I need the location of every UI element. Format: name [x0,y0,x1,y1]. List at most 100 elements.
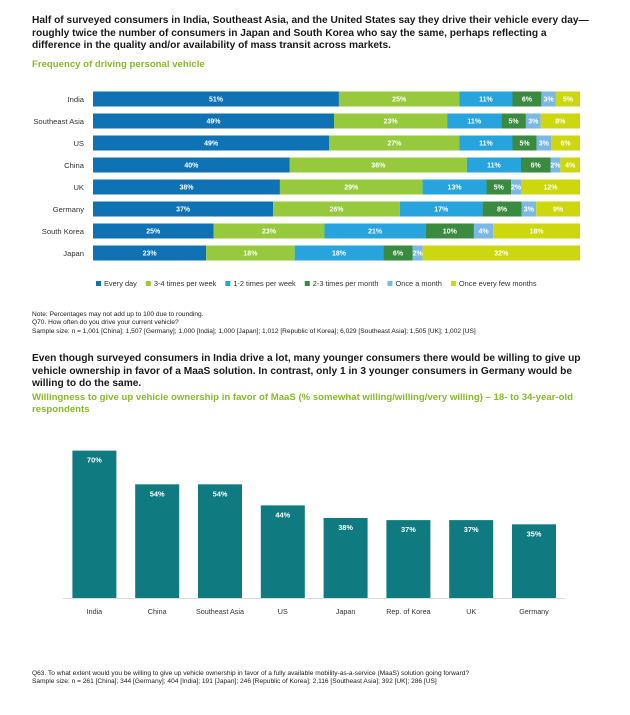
data-label: 6% [560,141,571,148]
legend-label: Once a month [395,279,441,288]
data-label: 23% [384,119,399,126]
chart2-notes: Q63. To what extent would you be willing… [32,670,612,687]
stacked-bar-segment [422,179,487,195]
stacked-bar-segment [511,179,521,195]
category-label: Germany [53,205,84,214]
data-label: 9% [553,207,564,214]
stacked-bar-segment [93,179,280,195]
data-label: 4% [479,229,490,236]
data-label: 11% [479,141,493,148]
stacked-bar-segment [93,245,207,261]
data-label: 25% [146,229,161,236]
data-label: 51% [209,97,224,104]
data-label: 54% [150,489,165,498]
data-label: 37% [176,207,191,214]
data-label: 13% [448,185,463,192]
category-label: China [148,607,167,616]
stacked-bar-segment [520,179,580,195]
data-label: 49% [207,119,222,126]
category-label: India [68,95,85,104]
stacked-bar-segment [520,157,551,173]
frequency-stacked-bar-chart: India 51% 25% 11% 6% 3% 5% Southeast Asia 49% 23%… [33,91,580,261]
section2-headline: Even though surveyed consumers in India … [32,353,581,390]
stacked-bar-segment [447,113,502,129]
data-label: 5% [563,97,574,104]
data-label: 3% [539,141,550,148]
data-label: 2% [550,163,561,170]
data-label: 5% [519,141,530,148]
category-label: India [87,607,103,616]
stacked-bar-segment [536,201,580,217]
note-line: Sample size: n = 1,001 [China]; 1,507 [G… [32,327,476,335]
stacked-bar-segment [289,157,467,173]
stacked-bar-segment [399,201,483,217]
stacked-bar-segment [551,135,580,151]
data-label: 26% [329,207,344,214]
bar [135,484,180,598]
data-label: 36% [371,163,386,170]
category-label: Japan [63,249,84,258]
stacked-bar-segment [525,113,541,129]
category-label: Southeast Asia [33,117,84,126]
stacked-bar-segment [459,91,513,107]
chart1-notes: Note: Percentages may not add up to 100 … [32,311,612,336]
stacked-bar-segment [422,245,580,261]
data-label: 29% [344,185,359,192]
stacked-bar-segment [560,157,580,173]
data-label: 11% [487,163,501,170]
stacked-bar-segment [93,135,330,151]
chart1-legend: Every day 3-4 times per week 1-2 times per… [96,279,537,288]
data-label: 18% [243,251,258,258]
data-label: 44% [275,510,290,519]
data-label: 23% [262,229,277,236]
data-label: 23% [143,251,158,258]
bar [449,520,494,598]
category-label: UK [466,607,476,616]
legend-label: Once every few months [459,279,537,288]
category-label: Germany [519,607,549,616]
bar [512,524,556,598]
note-line: Q63. To what extent would you be willing… [32,670,470,677]
category-label: UK [73,183,84,192]
data-label: 3% [524,207,535,214]
stacked-bar-segment [521,201,537,217]
stacked-bar-segment [93,201,274,217]
data-label: 10% [443,229,458,236]
stacked-bar-segment [512,135,537,151]
data-label: 38% [179,185,194,192]
data-label: 18% [332,251,347,258]
data-label: 2% [511,185,522,192]
stacked-bar-segment [550,157,561,173]
stacked-bar-segment [206,245,295,261]
category-label: China [64,161,85,170]
bar [323,518,368,598]
stacked-bar-segment [459,135,513,151]
stacked-bar-segment [279,179,423,195]
legend-label: 2-3 times per month [313,279,379,288]
section1-headline: Half of surveyed consumers in India, Sou… [32,15,589,52]
bar [198,484,242,598]
data-label: 6% [531,163,542,170]
note-line: Sample size: n = 261 [China]; 344 [Germa… [32,678,437,686]
stacked-bar-segment [334,113,448,129]
stacked-bar-segment [93,157,290,173]
legend-label: 3-4 times per week [154,279,217,288]
legend-swatch [225,281,231,286]
stacked-bar-segment [482,201,522,217]
stacked-bar-segment [493,223,580,239]
bar [386,520,431,598]
data-label: 3% [544,97,555,104]
stacked-bar-segment [541,91,556,107]
category-label: South Korea [42,227,85,236]
stacked-bar-segment [383,245,413,261]
data-label: 21% [368,229,383,236]
stacked-bar-segment [486,179,512,195]
bar [72,450,117,598]
stacked-bar-segment [329,135,460,151]
stacked-bar-segment [512,91,542,107]
stacked-bar-segment [412,245,423,261]
data-label: 38% [338,523,353,532]
category-label: Japan [336,607,356,616]
data-label: 54% [213,489,228,498]
stacked-bar-segment [294,245,384,261]
